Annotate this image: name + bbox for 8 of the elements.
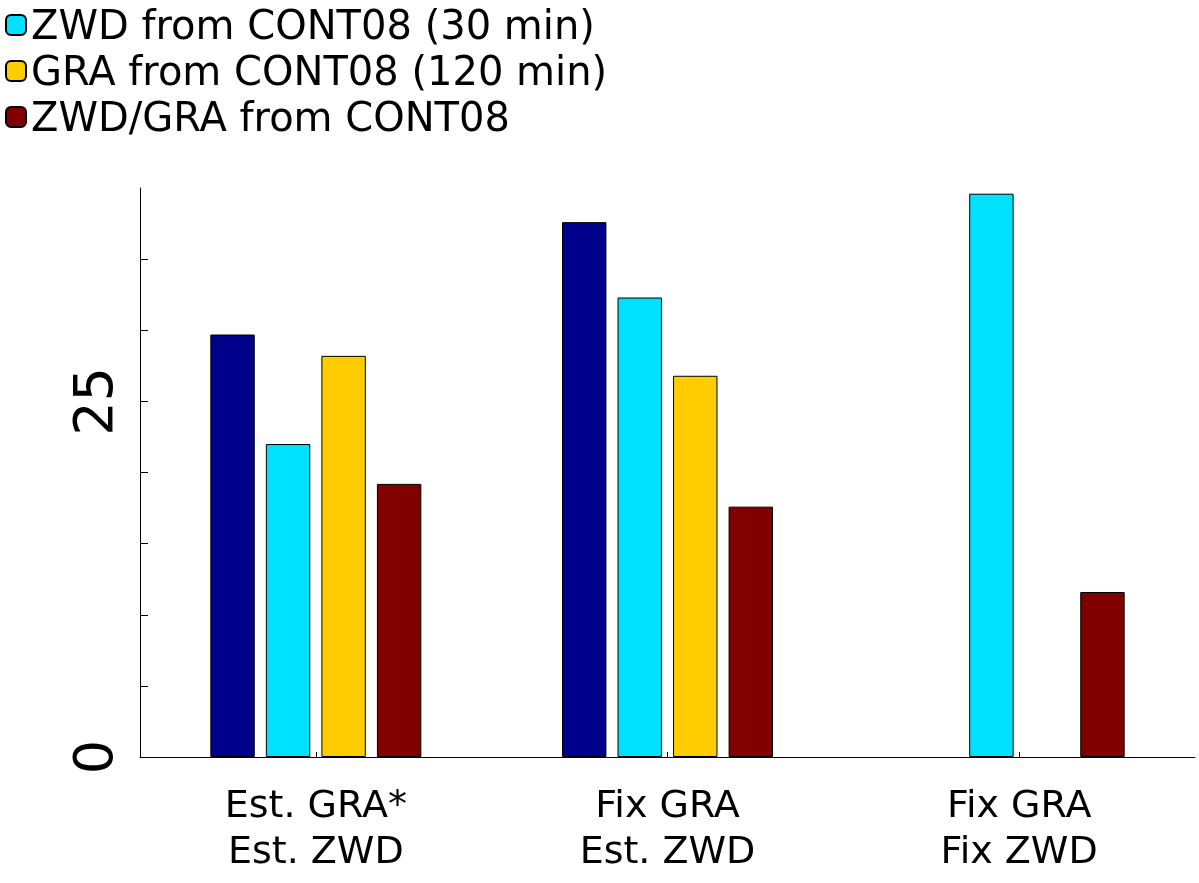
y-tick-label: 25 (61, 367, 125, 436)
legend-label: ZWD/GRA from CONT08 (31, 94, 510, 140)
legend-label: ZWD from CONT08 (30 min) (31, 2, 595, 48)
legend-label: GRA from CONT08 (120 min) (31, 48, 608, 94)
x-tick-label: Fix GRA Est. ZWD (579, 782, 756, 872)
x-tick-label: Fix GRA Fix ZWD (940, 782, 1098, 872)
y-tick-label: 0 (61, 739, 125, 775)
x-tick-label: Est. GRA* Est. ZWD (224, 782, 407, 872)
